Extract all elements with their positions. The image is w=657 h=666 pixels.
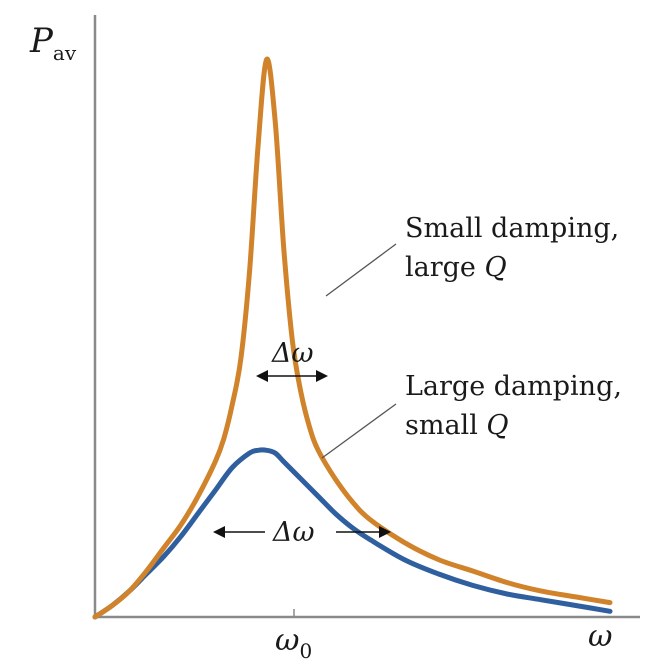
delta-omega-narrow-arrowhead-left (256, 370, 268, 382)
leader-line-large (321, 403, 397, 459)
annotation-large-line2-wrap: small Q (405, 410, 509, 441)
x-tick-label: ω0 (275, 623, 312, 663)
annotation-large-line1: Large damping, (405, 371, 622, 402)
series-line-small-damping (92, 56, 613, 620)
x-tick-label-sub: 0 (299, 639, 312, 663)
delta-omega-wide-label: Δω (272, 517, 315, 548)
annotation-large-q: Q (486, 410, 508, 441)
x-tick-label-main: ω (275, 623, 299, 658)
annotation-small-damping: Small damping, large Q (405, 213, 628, 283)
annotation-small-line1: Small damping, (405, 213, 619, 244)
annotation-small-line2-wrap: large Q (405, 252, 507, 283)
series-line-large-damping (92, 447, 613, 620)
delta-omega-wide-arrowhead-left (213, 526, 225, 538)
delta-omega-narrow-arrowhead-right (316, 370, 328, 382)
delta-omega-wide-arrowhead-right (379, 526, 391, 538)
leader-line-small (325, 243, 397, 297)
delta-omega-narrow-label: Δω (271, 338, 314, 369)
annotation-large-damping: Large damping, small Q (405, 371, 631, 441)
annotation-small-q: Q (485, 252, 507, 283)
y-axis-label-main: P (29, 21, 54, 61)
y-axis-label-sub: av (53, 41, 77, 65)
annotation-small-line2: large (405, 252, 476, 283)
annotation-large-line2: small (405, 410, 478, 441)
x-axis-label: ω (588, 619, 612, 654)
y-axis-label: Pav (29, 21, 77, 65)
